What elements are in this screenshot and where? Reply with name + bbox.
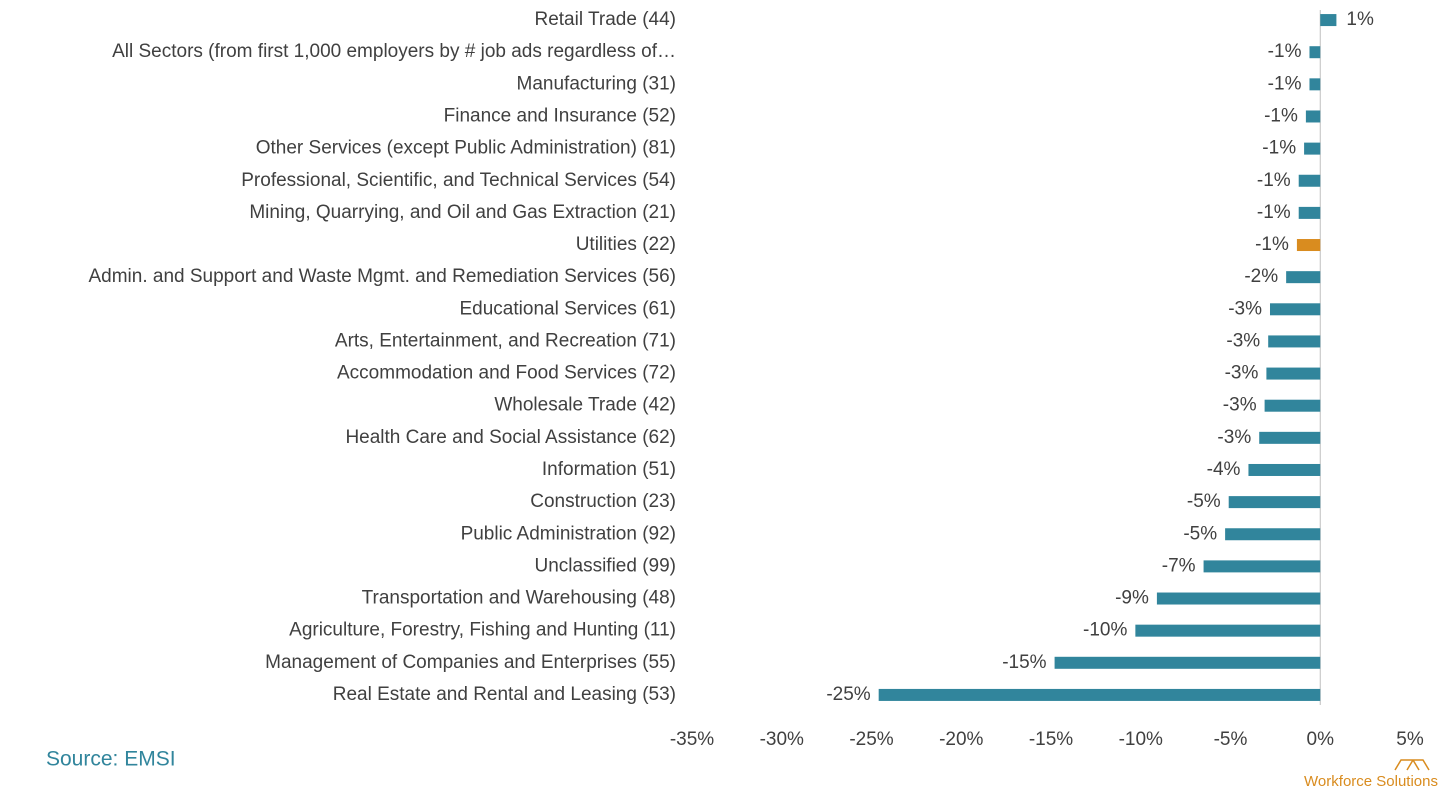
category-label: Public Administration (92) <box>461 523 676 544</box>
data-label: -1% <box>1257 170 1291 191</box>
category-label: Health Care and Social Assistance (62) <box>345 427 676 448</box>
category-label: Admin. and Support and Waste Mgmt. and R… <box>88 266 676 287</box>
category-label: Arts, Entertainment, and Recreation (71) <box>335 330 676 351</box>
bar <box>1054 656 1321 669</box>
data-label: -25% <box>826 684 870 705</box>
data-label: -9% <box>1115 588 1149 609</box>
bar <box>1309 78 1321 91</box>
bar <box>1298 174 1321 187</box>
category-label: Educational Services (61) <box>460 298 677 319</box>
x-tick-label: 5% <box>1396 729 1424 750</box>
data-label: 1% <box>1346 9 1374 30</box>
bar <box>1248 463 1321 476</box>
bar <box>1305 110 1321 123</box>
bar <box>1268 335 1321 348</box>
bar <box>1225 528 1321 541</box>
category-label: Agriculture, Forestry, Fishing and Hunti… <box>289 620 676 641</box>
bar <box>1264 399 1321 412</box>
x-tick-label: -35% <box>670 729 714 750</box>
data-label: -1% <box>1268 73 1302 94</box>
bar <box>1296 239 1321 252</box>
bar <box>1269 303 1321 316</box>
x-tick-label: -30% <box>760 729 804 750</box>
bar <box>878 688 1321 701</box>
bar <box>1135 624 1321 637</box>
category-label: Utilities (22) <box>576 234 676 255</box>
data-label: -1% <box>1262 138 1296 159</box>
category-label: Information (51) <box>542 459 676 480</box>
data-label: -3% <box>1217 427 1251 448</box>
data-label: -4% <box>1207 459 1241 480</box>
data-label: -1% <box>1268 41 1302 62</box>
data-label: -1% <box>1255 234 1289 255</box>
category-label: Manufacturing (31) <box>517 73 676 94</box>
bar <box>1266 367 1321 380</box>
x-tick-label: 0% <box>1307 729 1335 750</box>
bar <box>1309 46 1321 59</box>
data-label: -3% <box>1223 395 1257 416</box>
bar <box>1286 271 1321 284</box>
data-label: -1% <box>1264 105 1298 126</box>
data-label: -7% <box>1162 555 1196 576</box>
data-label: -5% <box>1183 523 1217 544</box>
category-label: Wholesale Trade (42) <box>494 395 676 416</box>
category-label: All Sectors (from first 1,000 employers … <box>112 41 676 62</box>
source-note: Source: EMSI <box>46 748 176 771</box>
category-label: Professional, Scientific, and Technical … <box>241 170 676 191</box>
data-label: -3% <box>1226 330 1260 351</box>
logo-icon <box>1394 759 1430 771</box>
data-label: -3% <box>1225 363 1259 384</box>
bar <box>1228 496 1321 509</box>
category-label: Other Services (except Public Administra… <box>256 138 676 159</box>
category-label: Mining, Quarrying, and Oil and Gas Extra… <box>249 202 676 223</box>
category-label: Accommodation and Food Services (72) <box>337 363 676 384</box>
x-tick-label: -10% <box>1119 729 1163 750</box>
bar <box>1203 560 1321 573</box>
x-tick-label: -20% <box>939 729 983 750</box>
bar <box>1156 592 1321 605</box>
bar <box>1298 206 1321 219</box>
logo-text: Workforce Solutions <box>1304 773 1438 790</box>
data-label: -2% <box>1244 266 1278 287</box>
category-label: Real Estate and Rental and Leasing (53) <box>333 684 676 705</box>
category-label: Transportation and Warehousing (48) <box>362 588 676 609</box>
category-label: Management of Companies and Enterprises … <box>265 652 676 673</box>
logo: Workforce Solutions <box>1304 759 1438 790</box>
x-tick-label: -15% <box>1029 729 1073 750</box>
category-label: Finance and Insurance (52) <box>444 105 676 126</box>
x-tick-label: -5% <box>1214 729 1248 750</box>
data-label: -5% <box>1187 491 1221 512</box>
category-label: Construction (23) <box>530 491 676 512</box>
bar <box>1320 14 1337 27</box>
x-tick-label: -25% <box>849 729 893 750</box>
category-label: Unclassified (99) <box>535 555 677 576</box>
data-label: -1% <box>1257 202 1291 223</box>
data-label: -10% <box>1083 620 1127 641</box>
data-label: -3% <box>1228 298 1262 319</box>
bar <box>1259 431 1321 444</box>
category-label: Retail Trade (44) <box>534 9 676 30</box>
bar <box>1304 142 1321 155</box>
data-label: -15% <box>1002 652 1046 673</box>
